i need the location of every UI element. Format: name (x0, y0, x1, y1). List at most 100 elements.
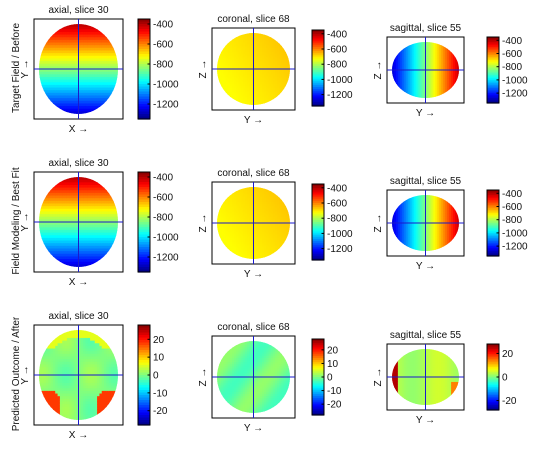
heatmap-cell (455, 73, 458, 76)
heatmap-cell (392, 65, 395, 68)
heatmap-cell (99, 31, 103, 36)
heatmap-cell (247, 88, 250, 91)
heatmap-cell (69, 206, 73, 210)
heatmap-cell (69, 61, 73, 65)
heatmap-cell (257, 39, 261, 43)
heatmap-cell (240, 235, 244, 239)
heatmap-cell (247, 248, 250, 252)
heatmap-cell (80, 198, 84, 202)
heatmap-cell (403, 76, 407, 79)
heatmap-cell (221, 85, 225, 89)
colorbar-tick-label: -1000 (327, 75, 353, 86)
heatmap-cell (427, 53, 431, 56)
heatmap-cell (73, 187, 77, 191)
heatmap-cell (236, 214, 240, 218)
heatmap-cell (50, 253, 54, 258)
heatmap-cell (413, 89, 417, 93)
heatmap-cell (85, 224, 89, 228)
heatmap-cell (270, 41, 274, 45)
heatmap-cell (90, 79, 94, 83)
heatmap-cell (425, 42, 429, 45)
heatmap-cell (62, 259, 66, 263)
heatmap-cell (69, 240, 73, 244)
heatmap-cell (242, 92, 246, 96)
heatmap-cell (234, 66, 237, 70)
heatmap-cell (57, 84, 61, 89)
heatmap-cell (238, 250, 242, 254)
heatmap-cell (52, 76, 56, 81)
heatmap-cell (255, 248, 259, 252)
heatmap-cell (223, 246, 227, 250)
heatmap-cell (240, 231, 244, 235)
heatmap-cell (415, 66, 419, 69)
colorbar-step (138, 59, 150, 63)
colorbar: -400-600-800-1000-1200 (311, 29, 353, 107)
colorbar-step (138, 267, 150, 271)
colorbar-step (487, 98, 499, 101)
heatmap-cell (50, 92, 54, 97)
colorbar-step (312, 98, 324, 101)
heatmap-cell (266, 235, 270, 239)
heatmap-cell (97, 61, 101, 65)
heatmap-cell (80, 224, 84, 228)
heatmap-cell (270, 242, 274, 245)
heatmap-cell (71, 87, 75, 91)
heatmap-cell (272, 92, 276, 96)
heatmap-cell (45, 245, 49, 250)
heatmap-cell (59, 87, 63, 91)
heatmap-cell (423, 81, 427, 84)
heatmap-cell (445, 86, 448, 89)
heatmap-cell (238, 43, 242, 47)
heatmap-cell (397, 73, 401, 76)
heatmap-cell (73, 29, 77, 33)
heatmap-cell (111, 219, 114, 223)
heatmap-cell (268, 195, 272, 199)
heatmap-cell (234, 58, 237, 62)
heatmap-cell (266, 41, 270, 45)
heatmap-cell (244, 233, 248, 237)
heatmap-cell (87, 29, 91, 33)
heatmap-cell (425, 93, 429, 96)
colorbar-step (138, 239, 150, 243)
heatmap-cell (111, 214, 114, 218)
colorbar-step (312, 75, 324, 79)
heatmap-cell (266, 214, 270, 218)
heatmap-cell (71, 92, 75, 97)
heatmap-cell (264, 256, 267, 259)
heatmap-cell (274, 66, 278, 70)
heatmap-cell (76, 95, 80, 99)
heatmap-cell (421, 79, 425, 83)
heatmap-cell (257, 248, 261, 252)
heatmap-cell (94, 31, 98, 36)
heatmap-cell (94, 53, 98, 57)
heatmap-cell (76, 26, 80, 30)
heatmap-cell (52, 55, 56, 60)
heatmap-cell (427, 63, 431, 66)
heatmap-cell (457, 65, 459, 68)
heatmap-cell (87, 84, 91, 89)
heatmap-cell (277, 66, 280, 70)
colorbar-step (312, 49, 324, 52)
heatmap-cell (403, 93, 407, 96)
heatmap-cell (264, 235, 267, 239)
heatmap-cell (221, 49, 225, 53)
heatmap-cell (106, 237, 110, 242)
heatmap-cell (253, 212, 257, 216)
heatmap-cell (41, 211, 45, 215)
heatmap-cell (234, 229, 237, 233)
colorbar-step (138, 89, 150, 93)
heatmap-cell (113, 206, 117, 210)
heatmap-cell (251, 206, 255, 209)
heatmap-cell (240, 41, 244, 45)
heatmap-cell (238, 71, 242, 74)
heatmap-cell (401, 86, 405, 89)
heatmap-cell (247, 187, 250, 190)
heatmap-cell (411, 65, 415, 68)
heatmap-cell (264, 73, 267, 76)
heatmap-cell (66, 229, 70, 234)
heatmap-cell (76, 79, 80, 83)
heatmap-cell (259, 69, 263, 72)
heatmap-cell (251, 199, 255, 203)
heatmap-cell (101, 200, 105, 205)
heatmap-cell (232, 195, 235, 199)
